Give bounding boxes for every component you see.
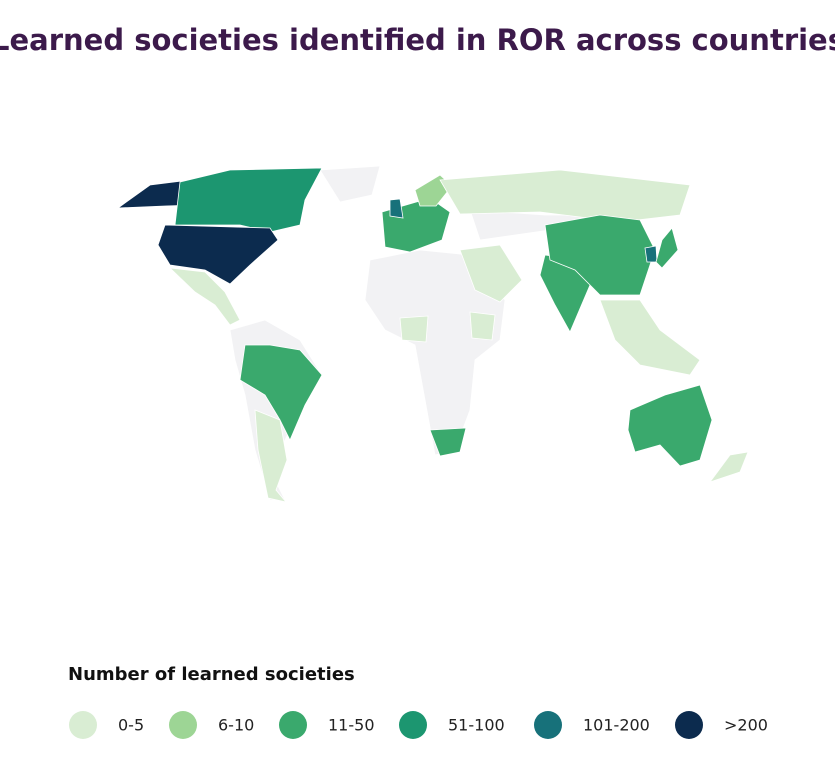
country (157, 224, 279, 285)
country (459, 244, 523, 303)
country (399, 315, 429, 343)
legend-swatch (69, 711, 97, 739)
legend-label: 51-100 (448, 716, 505, 735)
country (627, 384, 713, 467)
title: Learned societies identified in ROR acro… (0, 23, 835, 57)
legend-swatch (169, 711, 197, 739)
country (544, 214, 656, 296)
legend-label: 6-10 (218, 716, 254, 735)
country (429, 427, 467, 457)
country (319, 165, 381, 203)
country (389, 198, 404, 219)
legend-label: 101-200 (583, 716, 650, 735)
legend-swatch (534, 711, 562, 739)
legend-title: Number of learned societies (68, 664, 355, 685)
country (439, 169, 691, 223)
world-map (116, 165, 749, 503)
country (254, 409, 288, 503)
legend-label: 11-50 (328, 716, 375, 735)
legend-swatch (399, 711, 427, 739)
legend-swatch (675, 711, 703, 739)
legend-swatch (279, 711, 307, 739)
country (644, 245, 658, 263)
country (708, 451, 749, 483)
legend-label: 0-5 (118, 716, 144, 735)
country (168, 267, 241, 326)
legend-label: >200 (724, 716, 768, 735)
country (655, 227, 679, 269)
legend: 0-5 6-10 11-50 51-100 101-200 >200 (69, 711, 768, 739)
country (599, 299, 701, 376)
country (174, 167, 323, 233)
country (239, 344, 323, 441)
country (469, 311, 496, 341)
